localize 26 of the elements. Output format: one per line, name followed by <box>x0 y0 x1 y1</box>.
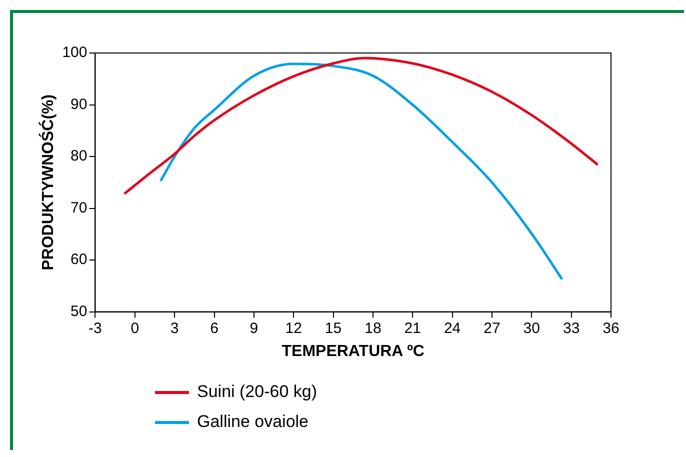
x-tick-label: 18 <box>364 320 382 337</box>
x-tick-label: 21 <box>404 320 421 337</box>
x-tick-label: 6 <box>210 320 218 337</box>
x-tick-label: 30 <box>523 320 540 337</box>
x-tick-label: 24 <box>444 320 461 337</box>
y-tick-label: 60 <box>70 251 88 268</box>
x-tick-label: 15 <box>324 320 342 337</box>
y-tick-label: 70 <box>70 199 88 216</box>
x-tick-label: 0 <box>130 320 140 337</box>
legend-label: Suini (20-60 kg) <box>197 382 318 402</box>
x-tick-label: 12 <box>285 320 302 337</box>
x-tick-label: 36 <box>602 320 620 337</box>
y-axis-title: PRODUKTYWNOŚĆ(%) <box>38 94 58 270</box>
x-tick-label: -3 <box>88 320 102 337</box>
y-tick-label: 100 <box>62 44 88 62</box>
x-tick-label: 27 <box>484 320 500 337</box>
x-tick-label: 3 <box>170 320 179 337</box>
x-tick-label: 33 <box>562 320 580 337</box>
line-series <box>123 56 600 196</box>
line-series <box>159 62 564 280</box>
x-axis-title: TEMPERATURA ºC <box>282 342 425 360</box>
y-tick-label: 50 <box>70 302 88 320</box>
x-tick-label: 9 <box>250 320 258 337</box>
y-tick-label: 80 <box>70 148 88 165</box>
legend-label: Galline ovaiole <box>197 412 309 432</box>
y-tick-label: 90 <box>70 96 88 113</box>
